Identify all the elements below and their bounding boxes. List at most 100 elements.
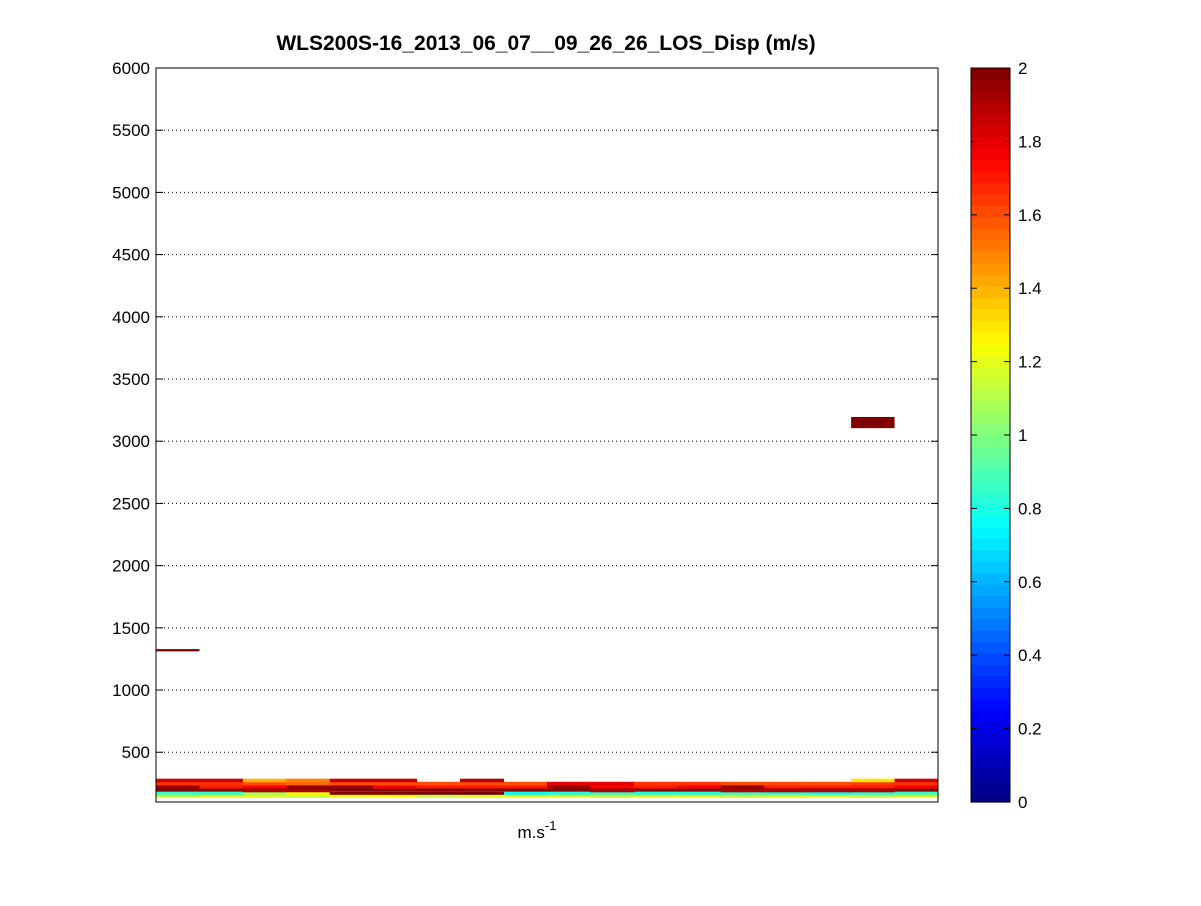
colorbar [971, 68, 1010, 803]
heatmap-cell [720, 794, 765, 798]
heatmap-cell [156, 791, 200, 795]
colorbar-swatch [971, 343, 1010, 356]
colorbar-swatch [971, 102, 1010, 115]
colorbar-swatch [971, 584, 1010, 597]
heatmap-cell [373, 784, 418, 789]
colorbar-swatch [971, 389, 1010, 402]
colorbar-swatch [971, 652, 1010, 665]
colorbar-swatch [971, 618, 1010, 631]
colorbar-swatch [971, 217, 1010, 230]
colorbar-swatch [971, 572, 1010, 585]
heatmap-cell [633, 788, 678, 792]
heatmap-cell [677, 788, 722, 792]
heatmap-cell [547, 791, 591, 795]
y-tick-label: 500 [122, 743, 150, 762]
colorbar-ticks: 0 0.2 0.4 0.6 0.8 1 1.2 1.4 1.6 1.8 2 [971, 59, 1042, 812]
colorbar-swatch [971, 629, 1010, 643]
colorbar-swatch [971, 366, 1010, 379]
heatmap-cell [677, 784, 722, 789]
heatmap-cell [286, 781, 331, 786]
heatmap-cell [329, 794, 374, 798]
heatmap-cell [199, 784, 244, 789]
y-tick-label: 4500 [112, 246, 150, 265]
heatmap-cell [416, 784, 461, 789]
colorbar-swatch [971, 423, 1010, 436]
colorbar-swatch [971, 354, 1010, 367]
heatmap-cell [764, 781, 809, 786]
heatmap-cell [329, 778, 374, 783]
colorbar-tick-label: 1.4 [1018, 279, 1042, 298]
colorbar-swatch [971, 285, 1010, 298]
heatmap-cell [894, 791, 939, 795]
y-tick-label: 3500 [112, 370, 150, 389]
heatmap-cell [547, 781, 591, 786]
colorbar-swatch [971, 113, 1010, 126]
heatmap-cell [373, 794, 418, 798]
heatmap-cell [590, 794, 635, 798]
heatmap-cell [590, 781, 635, 786]
colorbar-tick-label: 1.6 [1018, 206, 1042, 225]
heatmap-cell [677, 781, 722, 786]
heatmap-cell [764, 784, 809, 789]
colorbar-swatch [971, 641, 1010, 654]
heatmap-cell [242, 784, 287, 789]
colorbar-swatch [971, 262, 1010, 276]
heatmap-cell-isolated [851, 416, 895, 429]
heatmap-cell [156, 784, 200, 789]
colorbar-tick-label: 1.2 [1018, 353, 1042, 372]
x-axis-label-superscript: -1 [545, 818, 557, 833]
heatmap-cell-thin [373, 791, 418, 795]
heatmap-cell-thin [329, 791, 374, 795]
y-tick-label: 5500 [112, 121, 150, 140]
heatmap-cell [460, 794, 505, 798]
heatmap-cell [503, 788, 548, 792]
heatmap-cells [156, 416, 939, 798]
colorbar-swatch [971, 515, 1010, 528]
heatmap-cell [503, 794, 548, 798]
chart-title: WLS200S-16_2013_06_07__09_26_26_LOS_Disp… [276, 32, 815, 55]
heatmap-cell [633, 781, 678, 786]
colorbar-swatch [971, 721, 1010, 734]
colorbar-swatch [971, 779, 1010, 792]
heatmap-cell [851, 794, 896, 798]
heatmap-cell [633, 794, 678, 798]
heatmap-cell [156, 781, 200, 786]
colorbar-swatch [971, 240, 1010, 253]
colorbar-swatch [971, 148, 1010, 161]
colorbar-swatch [971, 251, 1010, 264]
colorbar-swatch [971, 526, 1010, 539]
heatmap-cell [807, 781, 852, 786]
heatmap-cell [807, 784, 852, 789]
heatmap-cell [633, 791, 678, 795]
heatmap-cell [677, 791, 722, 795]
colorbar-tick-label: 0 [1018, 793, 1027, 812]
colorbar-swatch [971, 710, 1010, 723]
heatmap-cell [156, 788, 200, 792]
heatmap-cell [894, 788, 939, 792]
heatmap-cell [242, 791, 287, 795]
heatmap-cell [547, 794, 591, 798]
heatmap-cell [460, 778, 505, 783]
heatmap-cell [547, 784, 591, 789]
colorbar-swatch [971, 469, 1010, 482]
y-tick-label: 2500 [112, 494, 150, 513]
heatmap-cell [764, 791, 809, 795]
colorbar-tick-label: 0.2 [1018, 720, 1042, 739]
colorbar-swatch [971, 790, 1010, 803]
heatmap-cell [199, 781, 244, 786]
heatmap-cell-thin [242, 789, 287, 793]
heatmap-cell-thin [416, 791, 461, 795]
heatmap-cell [851, 778, 896, 783]
colorbar-swatch [971, 159, 1010, 172]
colorbar-swatch [971, 90, 1010, 104]
colorbar-swatch [971, 446, 1010, 459]
heatmap-cell [851, 784, 896, 789]
heatmap-cell [894, 781, 939, 786]
colorbar-swatch [971, 205, 1010, 218]
colorbar-swatch [971, 687, 1010, 700]
colorbar-tick-label: 1 [1018, 426, 1027, 445]
colorbar-tick-label: 2 [1018, 59, 1027, 78]
heatmap-cell [199, 791, 244, 795]
colorbar-swatch [971, 297, 1010, 310]
heatmap-cell-thin [460, 791, 505, 795]
